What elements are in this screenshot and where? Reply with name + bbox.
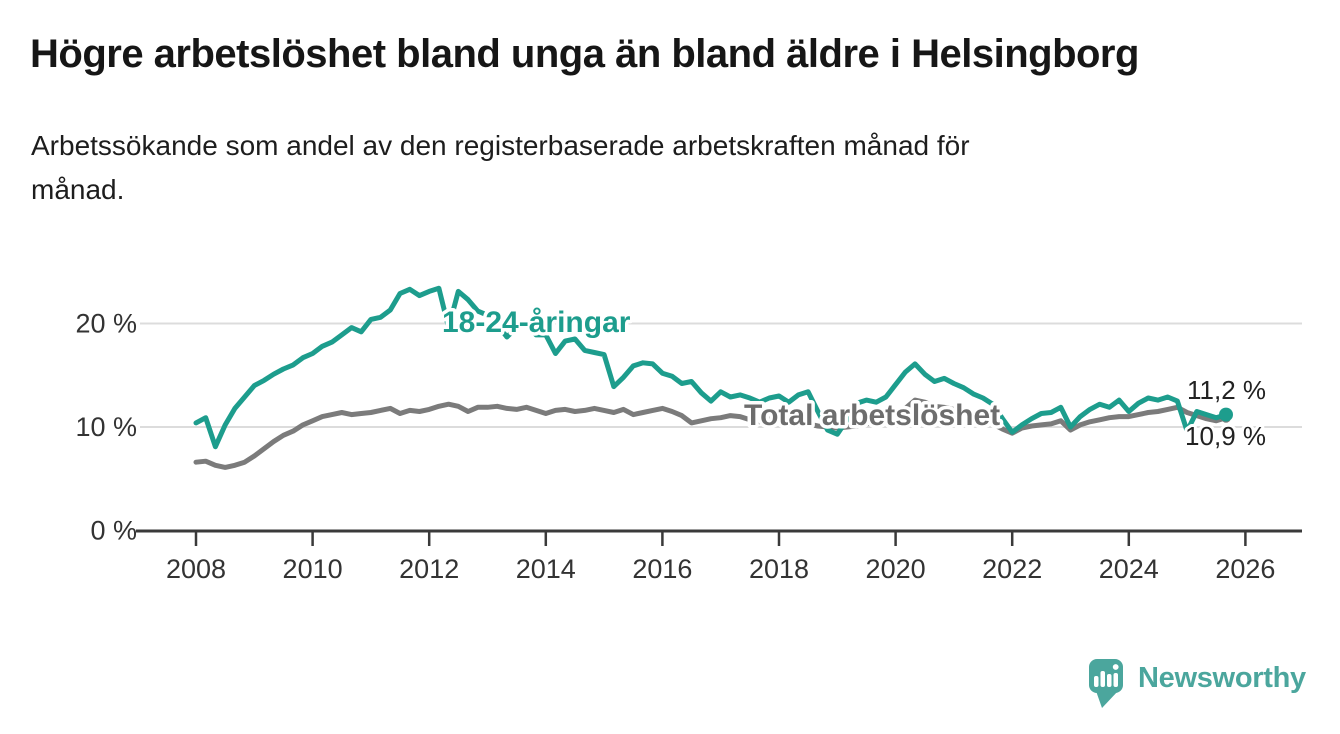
y-tick-label-10: 10 % (75, 412, 137, 442)
series-line-young (193, 285, 1229, 450)
endpoint-dot-young (1219, 407, 1233, 422)
y-tick-label-20: 20 % (75, 309, 137, 339)
speech-bubble-chart-icon (1089, 659, 1123, 708)
x-tick-label: 2008 (166, 554, 226, 584)
chart-subtitle: Arbetssökande som andel av den registerb… (31, 130, 970, 205)
series-label-young: 18-24-åringar (442, 306, 631, 339)
logo-text: Newsworthy (1138, 662, 1306, 694)
x-tick-label: 2018 (749, 554, 809, 584)
chart-title: Högre arbetslöshet bland unga än bland ä… (30, 32, 1139, 76)
y-tick-label-0: 0 % (90, 516, 137, 546)
x-tick-label: 2022 (982, 554, 1042, 584)
series-line-total (193, 397, 1229, 470)
end-value-label-total: 10,9 % (1185, 421, 1266, 451)
x-tick-label: 2014 (516, 554, 576, 584)
x-tick-label: 2024 (1099, 554, 1159, 584)
newsworthy-logo: Newsworthy (1087, 655, 1317, 715)
x-tick-label: 2010 (283, 554, 343, 584)
x-tick-label: 2026 (1215, 554, 1275, 584)
x-tick-label: 2020 (866, 554, 926, 584)
series-label-total: Total arbetslöshet (744, 399, 1000, 432)
x-tick-label: 2012 (399, 554, 459, 584)
x-tick-label: 2016 (632, 554, 692, 584)
x-axis-ticks: 2008 2010 2012 2014 2016 2018 2020 2022 2024 2026 (166, 531, 1275, 584)
end-value-label-young: 11,2 % (1187, 375, 1266, 405)
